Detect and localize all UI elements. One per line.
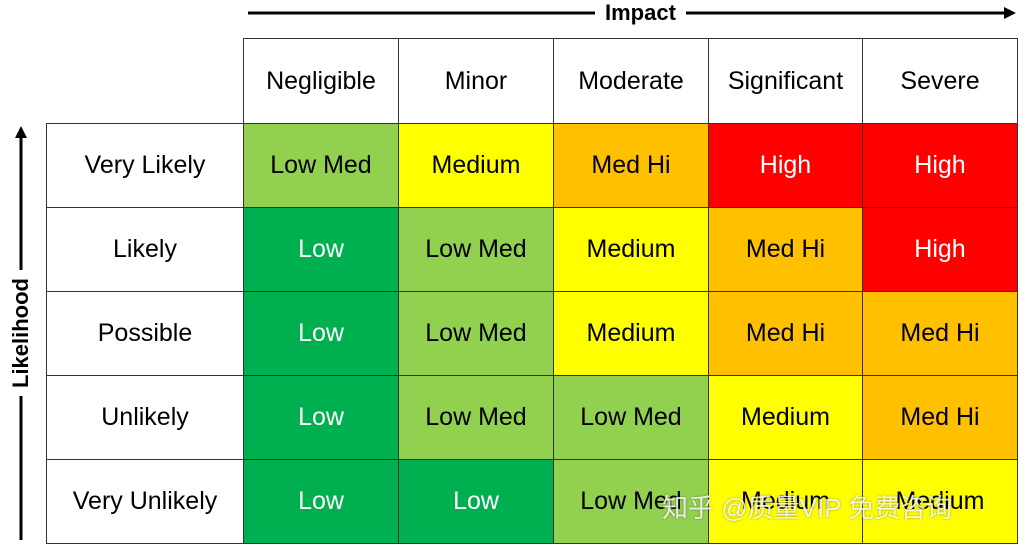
risk-cell: Med Hi	[708, 291, 863, 376]
column-header: Minor	[398, 38, 554, 124]
column-header: Moderate	[553, 38, 709, 124]
risk-cell: Low Med	[398, 375, 554, 460]
risk-cell: Medium	[553, 291, 709, 376]
row-header: Very Likely	[46, 123, 244, 208]
risk-cell: Medium	[708, 459, 863, 544]
risk-cell: Low	[243, 291, 399, 376]
risk-cell: Low	[243, 459, 399, 544]
risk-cell: Low	[398, 459, 554, 544]
risk-cell: Low	[243, 207, 399, 292]
impact-label: Impact	[595, 0, 686, 26]
row-header: Possible	[46, 291, 244, 376]
risk-cell: Med Hi	[862, 375, 1018, 460]
risk-cell: Medium	[398, 123, 554, 208]
risk-cell: Med Hi	[553, 123, 709, 208]
column-header: Negligible	[243, 38, 399, 124]
risk-cell: Low Med	[398, 207, 554, 292]
risk-cell: Medium	[553, 207, 709, 292]
impact-arrow-head	[1004, 7, 1016, 19]
row-header: Unlikely	[46, 375, 244, 460]
risk-cell: Low Med	[243, 123, 399, 208]
likelihood-arrow-head	[15, 126, 27, 138]
risk-cell: Low	[243, 375, 399, 460]
row-header: Likely	[46, 207, 244, 292]
risk-cell: High	[862, 207, 1018, 292]
column-header: Severe	[862, 38, 1018, 124]
risk-cell: Med Hi	[708, 207, 863, 292]
risk-cell: High	[862, 123, 1018, 208]
risk-cell: Low Med	[553, 459, 709, 544]
risk-cell: Medium	[708, 375, 863, 460]
risk-cell: Low Med	[553, 375, 709, 460]
risk-cell: Medium	[862, 459, 1018, 544]
column-header: Significant	[708, 38, 863, 124]
watermark: 知乎 @质量VIP 免费咨询	[662, 493, 953, 523]
risk-cell: Low Med	[398, 291, 554, 376]
row-header: Very Unlikely	[46, 459, 244, 544]
likelihood-label: Likelihood	[8, 270, 34, 396]
risk-cell: Med Hi	[862, 291, 1018, 376]
risk-cell: High	[708, 123, 863, 208]
